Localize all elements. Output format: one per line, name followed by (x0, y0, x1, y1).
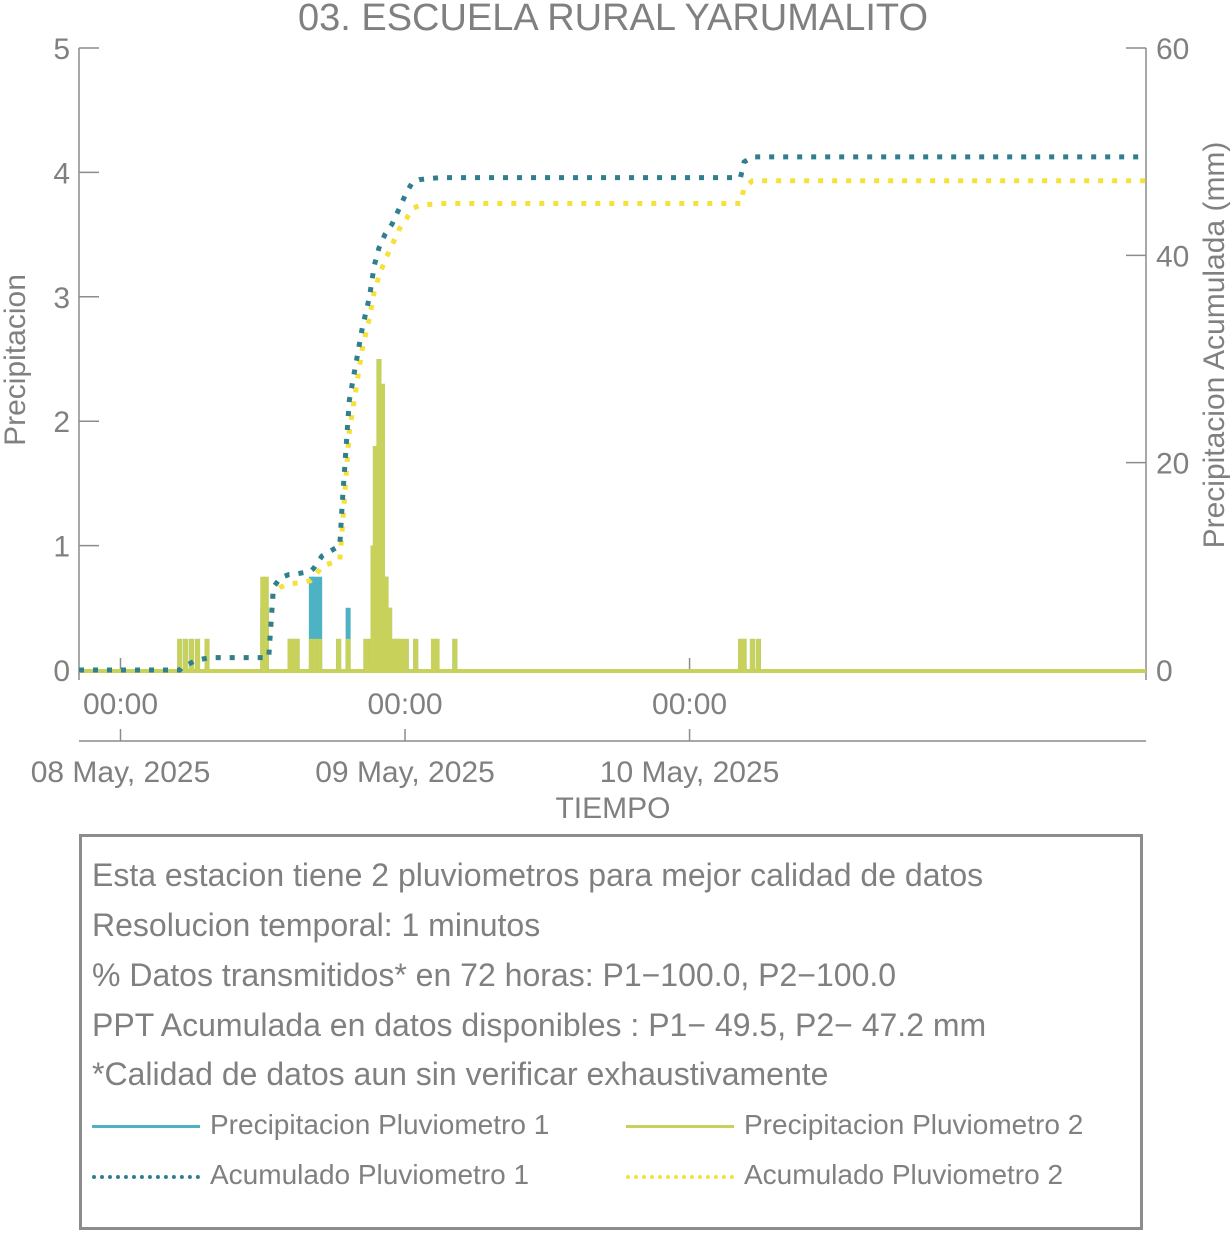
x-axis-label: TIEMPO (555, 792, 670, 825)
left-tick-label: 5 (53, 33, 70, 66)
p2-precip-bar (183, 638, 189, 671)
precipitation-bars (79, 359, 1146, 673)
legend-swatch-a2 (626, 1175, 734, 1179)
p2-precip-bar (177, 638, 183, 671)
p2-precip-bar (452, 638, 458, 671)
info-line-stations: Esta estacion tiene 2 pluviometros para … (92, 857, 984, 893)
info-line-transmitted: % Datos transmitidos* en 72 horas: P1−10… (92, 957, 897, 993)
right-y-ticks: 0 20 40 60 (1126, 33, 1189, 688)
p2-precip-bar (287, 638, 293, 671)
p2-precip-bar (312, 638, 318, 671)
p2-precip-bar (308, 638, 314, 671)
p2-precip-bar (291, 638, 297, 671)
p2-precip-bar (363, 638, 369, 671)
p2-precip-bar (336, 638, 342, 671)
p2-precip-bar (434, 638, 440, 671)
p2-precip-bar (383, 576, 389, 671)
p2-precip-bar (749, 638, 755, 671)
p2-precip-bar (189, 638, 195, 671)
left-tick-label: 3 (53, 282, 70, 315)
x-tick-time-label: 00:00 (83, 688, 158, 721)
p2-precip-bar (260, 576, 266, 671)
x-ticks: 00:00 08 May, 2025 00:00 09 May, 2025 00:00 1… (31, 658, 780, 789)
right-tick-label: 40 (1156, 240, 1189, 273)
legend-label-a2: Acumulado Pluviometro 2 (744, 1159, 1064, 1190)
info-box: Esta estacion tiene 2 pluviometros para … (79, 834, 1143, 1230)
info-line-resolution: Resolucion temporal: 1 minutos (92, 907, 541, 943)
x-tick-time-label: 00:00 (652, 688, 727, 721)
x-tick-date-label: 10 May, 2025 (600, 756, 780, 789)
info-line-accumulated: PPT Acumulada en datos disponibles : P1−… (92, 1007, 987, 1043)
p2-precip-bar (294, 638, 300, 671)
p2-precip-bar (372, 446, 378, 671)
left-tick-label: 0 (53, 655, 70, 688)
p2-precip-bar (345, 638, 351, 671)
p2-precip-bar (380, 383, 386, 671)
p1-precip-bar (312, 576, 318, 671)
info-line-quality: *Calidad de datos aun sin verificar exha… (92, 1056, 829, 1092)
legend-label-a1: Acumulado Pluviometro 1 (210, 1159, 530, 1190)
p2-precip-bar (430, 638, 436, 671)
p1-precip-bar (308, 576, 314, 671)
p2-precip-bar (738, 638, 744, 671)
legend-label-p1: Precipitacion Pluviometro 1 (210, 1109, 550, 1140)
accumulated-lines (79, 154, 1146, 673)
p2-precip-bar (398, 638, 404, 671)
a2-accumulated-line (79, 178, 1146, 673)
legend-swatch-p2 (626, 1125, 734, 1128)
y-axis-label: Precipitacion (0, 274, 32, 446)
precipitation-chart: 03. ESCUELA RURAL YARUMALITO 0 1 2 3 4 5 0 20 4… (0, 0, 1231, 825)
left-tick-label: 1 (53, 531, 70, 564)
legend-swatch-p1 (92, 1125, 200, 1128)
chart-title: 03. ESCUELA RURAL YARUMALITO (298, 0, 928, 39)
right-tick-label: 20 (1156, 448, 1189, 481)
legend-label-p2: Precipitacion Pluviometro 2 (744, 1109, 1084, 1140)
p2-precip-bar (741, 638, 747, 671)
p2-precip-bar (317, 638, 323, 671)
y-axis-right-label: Precipitacion Acumulada (mm) (1198, 142, 1231, 549)
a1-accumulated-line (79, 154, 1146, 673)
x-tick-date-label: 08 May, 2025 (31, 756, 211, 789)
p2-precip-bar (387, 607, 393, 671)
x-tick-date-label: 09 May, 2025 (315, 756, 495, 789)
legend-swatch-a1 (92, 1175, 200, 1179)
p2-precip-bar (263, 576, 269, 671)
x-tick-time-label: 00:00 (367, 688, 442, 721)
p2-precip-bar (403, 638, 409, 671)
left-tick-label: 2 (53, 406, 70, 439)
p2-precip-bar (390, 638, 396, 671)
p2-precip-bar (204, 638, 210, 671)
left-tick-label: 4 (53, 157, 70, 190)
p2-precip-bar (755, 638, 761, 671)
right-tick-label: 60 (1156, 33, 1189, 66)
left-y-ticks: 0 1 2 3 4 5 (53, 33, 99, 688)
p1-precip-bar (317, 576, 323, 671)
p2-precip-bar (195, 638, 201, 671)
right-tick-label: 0 (1156, 655, 1173, 688)
p2-precip-bar (394, 638, 400, 671)
p2-precip-bar (413, 638, 419, 671)
p2-precip-bar (376, 359, 382, 671)
